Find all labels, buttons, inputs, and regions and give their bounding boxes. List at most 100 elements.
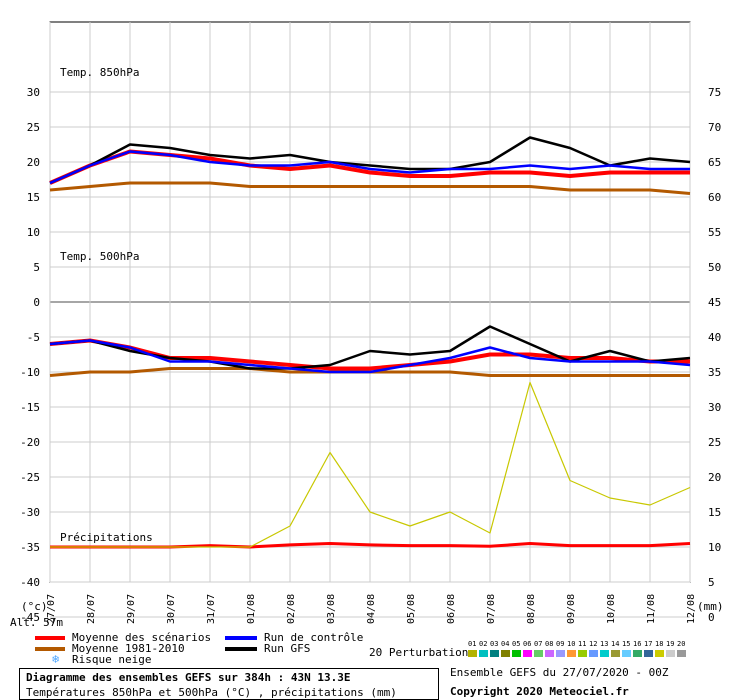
x-tick-label: 28/07 (86, 594, 97, 624)
chart-subtitle: Températures 850hPa et 500hPa (°C) , pré… (26, 686, 397, 699)
right-tick-label: 10 (708, 541, 721, 554)
left-tick-label: -25 (20, 471, 40, 484)
series-line (49, 150, 690, 185)
right-tick-label: 20 (708, 471, 721, 484)
left-tick-label: -30 (20, 506, 40, 519)
perturbation-swatch (666, 650, 675, 657)
title-box: Diagramme des ensembles GEFS sur 384h : … (19, 668, 439, 700)
chart-title: Diagramme des ensembles GEFS sur 384h : … (26, 671, 351, 684)
perturbation-swatch (512, 650, 521, 657)
series-line (50, 381, 691, 548)
perturbation-swatch (556, 650, 565, 657)
perturbation-id: 09 (556, 640, 565, 648)
x-tick-label: 08/08 (526, 594, 537, 624)
perturbation-swatch (479, 650, 488, 657)
perturbation-swatch (534, 650, 543, 657)
perturbation-id: 20 (677, 640, 686, 648)
series-line (49, 136, 691, 185)
perturbation-id: 19 (666, 640, 675, 648)
x-tick-label: 10/08 (606, 594, 617, 624)
right-tick-label: 65 (708, 156, 721, 169)
x-tick-label: 01/08 (246, 594, 257, 624)
perturbation-id: 17 (644, 640, 653, 648)
right-tick-label: 45 (708, 296, 721, 309)
right-tick-label: 60 (708, 191, 721, 204)
x-tick-label: 06/08 (446, 594, 457, 624)
perturbation-id: 16 (633, 640, 642, 648)
left-tick-label: 25 (27, 121, 40, 134)
perturbations-title: 20 Perturbations (369, 646, 475, 659)
perturbation-id: 11 (578, 640, 587, 648)
panel-label: Temp. 500hPa (60, 250, 139, 263)
legend-swatch-climate (35, 647, 65, 651)
perturbation-id: 13 (600, 640, 609, 648)
perturbation-id: 03 (490, 640, 499, 648)
left-tick-label: -40 (20, 576, 40, 589)
left-tick-label: -35 (20, 541, 40, 554)
right-tick-label: 15 (708, 506, 721, 519)
legend-swatch-control (225, 636, 257, 640)
series-line (49, 339, 691, 374)
legend-climate: Moyenne 1981-2010 (72, 642, 185, 655)
perturbation-swatch (644, 650, 653, 657)
perturbation-id: 12 (589, 640, 598, 648)
left-tick-label: -45 (20, 611, 40, 624)
copyright: Copyright 2020 Meteociel.fr (450, 685, 629, 698)
x-tick-label: 12/08 (686, 594, 697, 624)
perturbation-swatch (468, 650, 477, 657)
right-tick-label: 55 (708, 226, 721, 239)
x-tick-label: 30/07 (166, 594, 177, 624)
x-tick-label: 05/08 (406, 594, 417, 624)
snowflake-icon: ❄ (52, 652, 60, 666)
x-tick-label: 04/08 (366, 594, 377, 624)
perturbation-id: 06 (523, 640, 532, 648)
left-axis-unit: (°c) (21, 600, 48, 613)
perturbation-id: 05 (512, 640, 521, 648)
perturbation-id: 08 (545, 640, 554, 648)
x-axis: 27/07 28/07 29/07 30/07 31/07 01/08 02/08 03/08… (46, 594, 697, 624)
right-tick-label: 25 (708, 436, 721, 449)
altitude-label: Alt. 57m (10, 616, 63, 629)
right-tick-label: 70 (708, 121, 721, 134)
perturbation-swatch (501, 650, 510, 657)
perturbation-swatch (523, 650, 532, 657)
right-tick-label: 5 (708, 576, 715, 589)
x-tick-label: 09/08 (566, 594, 577, 624)
x-tick-label: 07/08 (486, 594, 497, 624)
legend-gfs: Run GFS (264, 642, 311, 655)
perturbation-id: 15 (622, 640, 631, 648)
legend-swatch-gfs (225, 647, 257, 651)
left-tick-label: -5 (27, 331, 40, 344)
x-tick-label: 03/08 (326, 594, 337, 624)
right-tick-label: 35 (708, 366, 721, 379)
left-tick-label: 5 (33, 261, 40, 274)
legend-snow: Risque neige (72, 653, 152, 666)
perturbation-id: 04 (501, 640, 510, 648)
right-tick-label: 0 (708, 611, 715, 624)
left-tick-label: 0 (33, 296, 40, 309)
legend-control: Run de contrôle (264, 631, 364, 644)
perturbation-swatch (611, 650, 620, 657)
right-tick-label: 75 (708, 86, 721, 99)
perturbation-id: 14 (611, 640, 620, 648)
perturbation-swatch (633, 650, 642, 657)
legend-mean: Moyenne des scénarios (72, 631, 212, 644)
panel-labels: Temp. 850hPa Temp. 500hPa Précipitations (60, 66, 153, 544)
x-tick-label: 27/07 (46, 594, 57, 624)
x-tick-label: 11/08 (646, 594, 657, 624)
left-tick-label: -15 (20, 401, 40, 414)
perturbation-swatch (567, 650, 576, 657)
perturbation-swatch (589, 650, 598, 657)
perturbation-swatch (622, 650, 631, 657)
panel-label: Précipitations (60, 531, 153, 544)
legend-swatch-mean (35, 636, 65, 640)
left-tick-label: 20 (27, 156, 40, 169)
perturbation-id: 02 (479, 640, 488, 648)
left-tick-label: -10 (20, 366, 40, 379)
series-lines (49, 136, 691, 549)
right-tick-label: 40 (708, 331, 721, 344)
perturbation-swatch (545, 650, 554, 657)
left-tick-label: 15 (27, 191, 40, 204)
series-line (49, 181, 691, 195)
